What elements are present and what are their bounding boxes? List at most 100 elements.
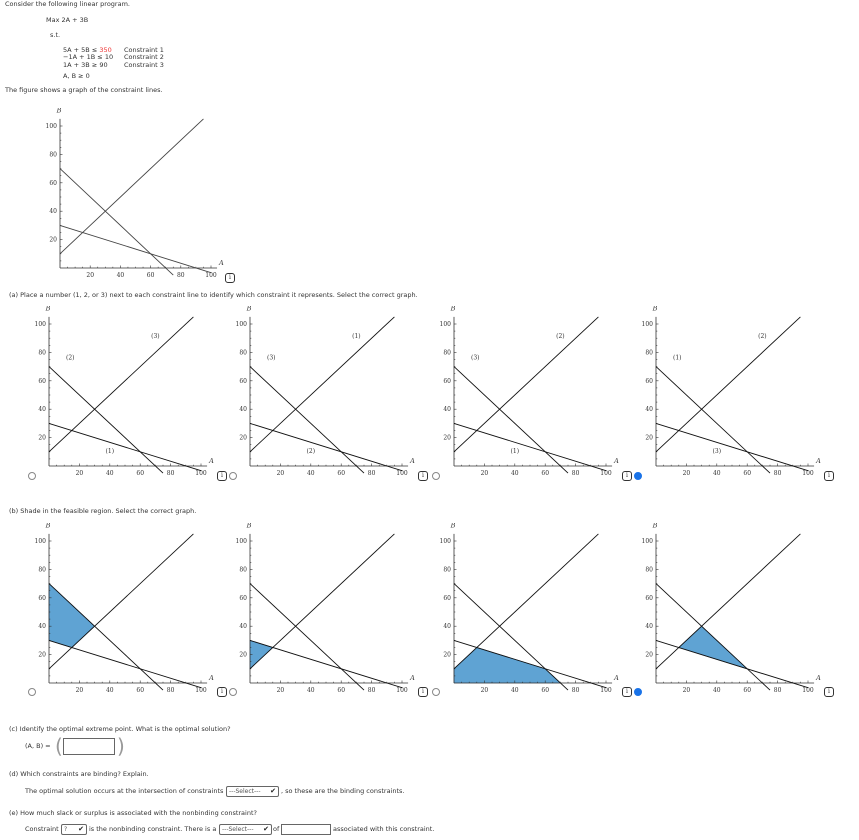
y-tick-label: 100 xyxy=(35,321,47,328)
figure-text: The figure shows a graph of the constrai… xyxy=(5,86,163,94)
y-tick-label: 80 xyxy=(239,349,247,356)
constraint-2-line xyxy=(48,316,194,453)
constraint-number-label: (1) xyxy=(352,333,361,340)
x-tick-label: 80 xyxy=(368,687,376,694)
part-a-option-radio[interactable] xyxy=(229,472,237,480)
nonbinding-constraint-select[interactable]: ? ✔ xyxy=(61,824,87,835)
part-d-question: (d) Which constraints are binding? Expla… xyxy=(9,770,149,778)
y-tick-label: 60 xyxy=(645,378,653,385)
x-tick-label: 40 xyxy=(307,470,315,477)
optimal-solution-input[interactable] xyxy=(63,738,115,755)
select-value: ? xyxy=(64,826,68,833)
part-a-option-radio[interactable] xyxy=(28,472,36,480)
info-icon[interactable]: i xyxy=(418,687,428,697)
part-b-option-radio[interactable] xyxy=(634,688,642,696)
x-tick-label: 20 xyxy=(86,272,94,279)
x-tick-label: 80 xyxy=(177,272,185,279)
constraint-number-label: (1) xyxy=(511,448,520,455)
constraint-2-line xyxy=(249,316,395,453)
y-tick-label: 40 xyxy=(239,623,247,630)
part-e-question: (e) How much slack or surplus is associa… xyxy=(9,809,257,817)
y-axis-label: B xyxy=(652,306,658,313)
constraint-2-line xyxy=(59,118,204,255)
y-tick-label: 20 xyxy=(38,435,46,442)
info-icon[interactable]: i xyxy=(824,471,834,481)
part-c-question: (c) Identify the optimal extreme point. … xyxy=(9,725,231,733)
constraint-1-line xyxy=(453,366,569,474)
x-tick-label: 80 xyxy=(572,470,580,477)
of-label: of xyxy=(273,825,280,833)
info-icon[interactable]: i xyxy=(824,687,834,697)
constraint-label: Constraint 3 xyxy=(124,60,164,69)
x-tick-label: 20 xyxy=(481,470,489,477)
x-tick-label: 100 xyxy=(802,470,814,477)
constraint-3-line xyxy=(453,639,607,689)
part-e-pre: Constraint xyxy=(25,825,59,833)
y-tick-label: 40 xyxy=(645,623,653,630)
y-axis-label: B xyxy=(45,306,51,313)
y-axis-label: B xyxy=(450,523,456,530)
part-d-pre: The optimal solution occurs at the inter… xyxy=(25,787,224,795)
part-b-option-radio[interactable] xyxy=(229,688,237,696)
constraint-3-line xyxy=(655,422,809,472)
x-tick-label: 60 xyxy=(136,470,144,477)
part-a-option-radio[interactable] xyxy=(432,472,440,480)
x-tick-label: 80 xyxy=(774,687,782,694)
info-icon[interactable]: i xyxy=(622,471,632,481)
constraint-1-line xyxy=(453,583,569,691)
y-tick-label: 60 xyxy=(645,595,653,602)
constraint-3-line xyxy=(655,639,809,689)
constraint-label: Constraint 1 xyxy=(124,46,164,54)
constraint-1-line xyxy=(249,583,365,691)
x-tick-label: 60 xyxy=(337,687,345,694)
x-tick-label: 100 xyxy=(396,687,408,694)
y-tick-label: 100 xyxy=(236,538,248,545)
x-axis-label: A xyxy=(815,674,821,682)
constraint-number-label: (2) xyxy=(556,333,565,340)
y-tick-label: 60 xyxy=(239,378,247,385)
y-axis-label: B xyxy=(652,523,658,530)
slack-surplus-select[interactable]: ---Select--- ✔ xyxy=(219,824,272,835)
info-icon[interactable]: i xyxy=(217,471,227,481)
info-icon[interactable]: i xyxy=(217,687,227,697)
constraint-1-line xyxy=(48,366,164,474)
y-tick-label: 80 xyxy=(38,566,46,573)
info-icon[interactable]: i xyxy=(418,471,428,481)
part-d-post: , so these are the binding constraints. xyxy=(281,787,405,795)
x-tick-label: 60 xyxy=(541,470,549,477)
constraint-number-label: (3) xyxy=(713,448,722,455)
chevron-down-icon: ✔ xyxy=(78,825,84,833)
x-tick-label: 40 xyxy=(117,272,125,279)
y-axis-label: B xyxy=(450,306,456,313)
constraint-2-line xyxy=(249,533,395,670)
y-tick-label: 20 xyxy=(443,652,451,659)
info-icon[interactable]: i xyxy=(622,687,632,697)
part-a-option-radio[interactable] xyxy=(634,472,642,480)
x-tick-label: 100 xyxy=(396,470,408,477)
y-tick-label: 20 xyxy=(443,435,451,442)
constraint-3-line xyxy=(59,224,212,274)
x-tick-label: 40 xyxy=(511,470,519,477)
y-axis-label: B xyxy=(246,523,252,530)
part-b-option-radio[interactable] xyxy=(28,688,36,696)
x-axis-label: A xyxy=(208,674,214,682)
part-b-option-radio[interactable] xyxy=(432,688,440,696)
binding-constraints-select[interactable]: ---Select--- ✔ xyxy=(226,786,279,797)
x-axis-label: A xyxy=(613,457,619,465)
info-icon[interactable]: i xyxy=(225,273,235,283)
constraint-number-label: (2) xyxy=(307,448,316,455)
y-tick-label: 80 xyxy=(443,566,451,573)
slack-amount-input[interactable] xyxy=(281,824,331,835)
objective: Max 2A + 3B xyxy=(46,16,89,24)
x-axis-label: A xyxy=(613,674,619,682)
x-tick-label: 60 xyxy=(541,687,549,694)
constraint-row: 5A + 5B ≤ 350 xyxy=(63,46,112,54)
feasible-region xyxy=(453,647,562,684)
constraint-1-line xyxy=(48,583,164,691)
constraint-3-line xyxy=(48,639,202,689)
y-tick-label: 80 xyxy=(49,151,57,158)
